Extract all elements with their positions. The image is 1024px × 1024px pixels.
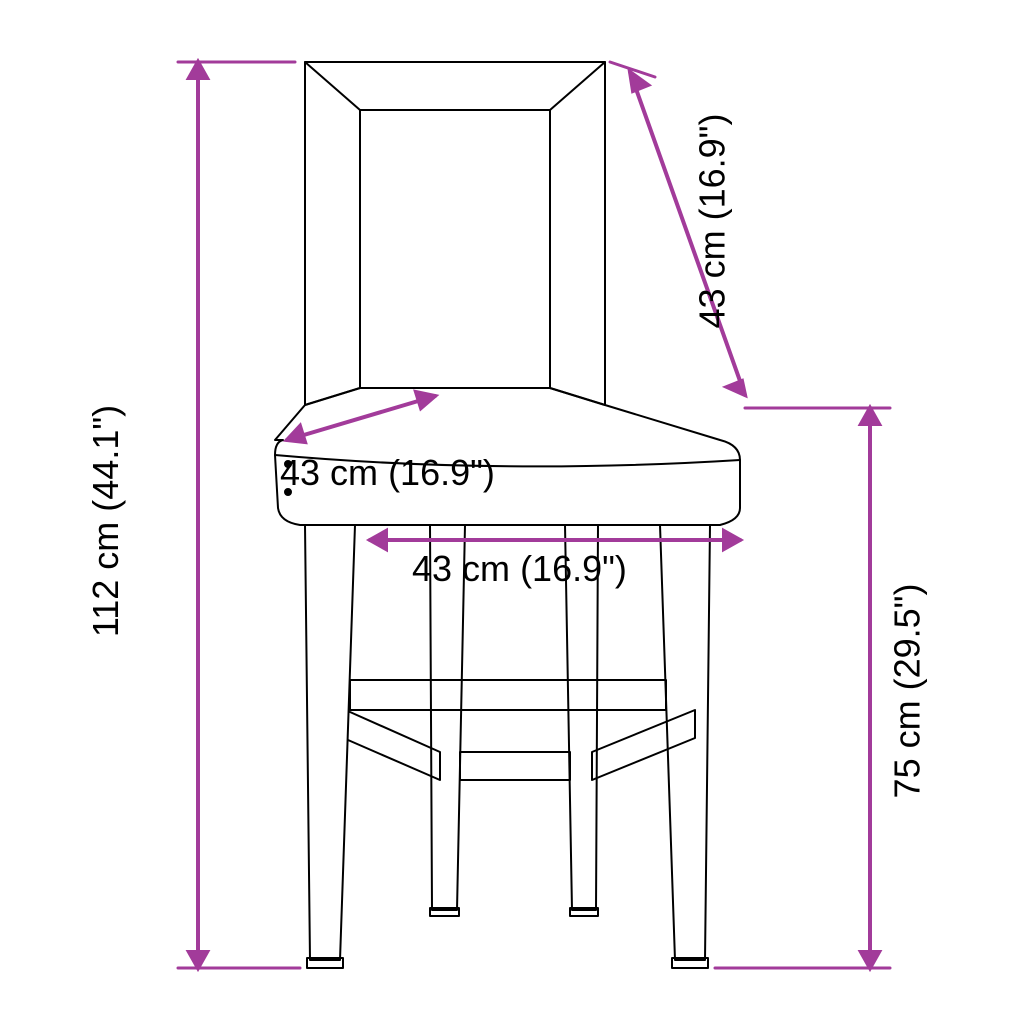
dim-back-height-cm: 43 cm (16.9") xyxy=(691,114,733,329)
dim-seat-width-cm: 43 cm (16.9") xyxy=(412,548,627,590)
dim-seat-height-cm: 75 cm (29.5") xyxy=(886,584,928,799)
chair-outline xyxy=(275,62,740,968)
dim-total-height-cm: 112 cm (44.1") xyxy=(85,405,127,637)
dimension-lines xyxy=(178,62,890,968)
dim-seat-depth-cm: 43 cm (16.9") xyxy=(280,452,495,494)
dimension-diagram xyxy=(0,0,1024,1024)
